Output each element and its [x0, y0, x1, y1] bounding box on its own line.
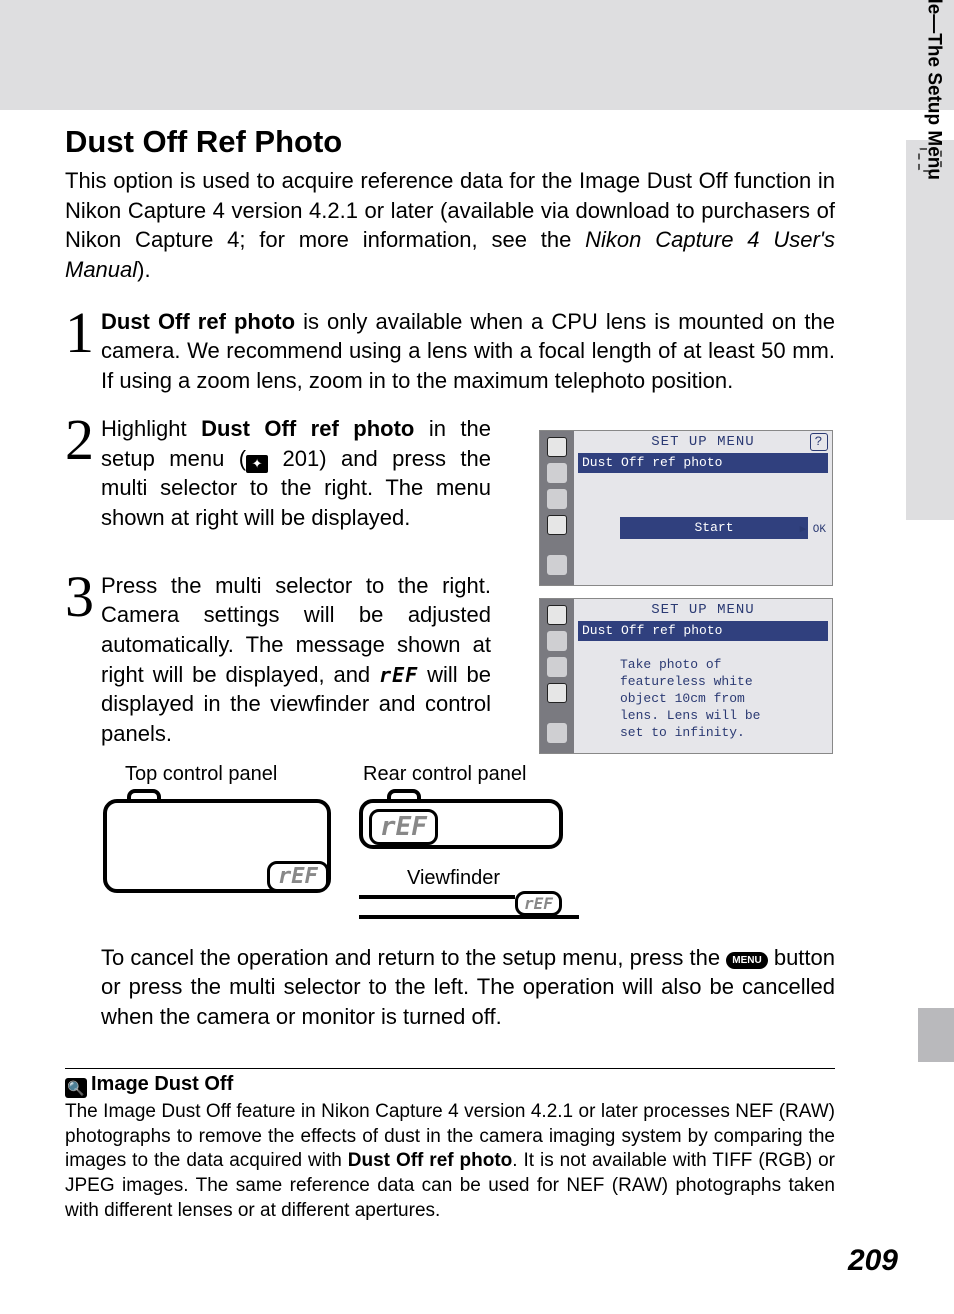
camera-icon-2 — [547, 631, 567, 651]
menu-button-icon: MENU — [726, 952, 767, 970]
start-label: Start — [694, 520, 733, 535]
camscreen2-header: SET UP MENU — [574, 599, 832, 621]
camera-screen-2: SET UP MENU Dust Off ref photo Take phot… — [539, 598, 833, 754]
pencil-icon-2 — [547, 657, 567, 677]
step-1-bold: Dust Off ref photo — [101, 309, 295, 334]
wrench-tab-icon-2 — [547, 683, 567, 703]
rear-panel-label: Rear control panel — [363, 763, 526, 786]
wrench-tab-icon — [547, 515, 567, 535]
step-1: 1 Dust Off ref photo is only available w… — [65, 307, 835, 396]
note-title-text: Image Dust Off — [91, 1073, 233, 1095]
camscreen1-header: SET UP MENU ? — [574, 431, 832, 453]
card-icon — [547, 555, 567, 575]
note-body: The Image Dust Off feature in Nikon Capt… — [65, 1100, 835, 1223]
camscreen1-title: SET UP MENU — [651, 434, 754, 450]
step-1-number: 1 — [65, 307, 101, 396]
camscreen2-title: SET UP MENU — [651, 602, 754, 618]
rear-panel-ref: rEF — [369, 809, 438, 845]
page-number: 209 — [848, 1244, 898, 1278]
camscreen1-sidebar — [540, 431, 574, 585]
header-band — [0, 0, 954, 110]
control-panels-diagram: Top control panel Rear control panel Vie… — [101, 763, 571, 923]
camscreen1-start: Start ▶ OK — [620, 517, 808, 539]
ok-indicator: ▶ OK — [800, 519, 826, 541]
cancel-paragraph: To cancel the operation and return to th… — [101, 943, 835, 1032]
pencil-icon — [547, 489, 567, 509]
step-3-number: 3 — [65, 571, 101, 749]
play-icon-2 — [547, 605, 567, 625]
intro-paragraph: This option is used to acquire reference… — [65, 166, 835, 285]
note-rule — [65, 1068, 835, 1069]
camscreen2-subtitle: Dust Off ref photo — [578, 621, 828, 641]
viewfinder-label: Viewfinder — [407, 867, 500, 890]
step-2-number: 2 — [65, 414, 101, 533]
step-2-bold: Dust Off ref photo — [201, 416, 414, 441]
camera-screen-1: SET UP MENU ? Dust Off ref photo Start ▶… — [539, 430, 833, 586]
top-panel-label: Top control panel — [125, 763, 277, 786]
note-section: 🔍Image Dust Off The Image Dust Off featu… — [65, 1068, 835, 1223]
note-title: 🔍Image Dust Off — [65, 1073, 835, 1098]
step-1-body: Dust Off ref photo is only available whe… — [101, 307, 835, 396]
help-icon: ? — [810, 433, 828, 451]
note-bold: Dust Off ref photo — [348, 1150, 513, 1171]
play-icon — [547, 437, 567, 457]
ref-glyph-inline: rEF — [379, 662, 418, 689]
step-2-pg: 201 — [268, 446, 319, 471]
viewfinder-ref: rEF — [515, 891, 562, 916]
step-2-body: Highlight Dust Off ref photo in the setu… — [101, 414, 491, 533]
camscreen2-sidebar — [540, 599, 574, 753]
side-tab-label: Menu Guide—The Setup Menu — [922, 0, 944, 180]
camscreen2-message: Take photo of featureless white object 1… — [620, 657, 822, 741]
intro-text-b: ). — [137, 257, 150, 282]
magnifier-icon: 🔍 — [65, 1078, 87, 1098]
camscreen1-subtitle: Dust Off ref photo — [578, 453, 828, 473]
step-3-body: Press the multi selector to the right. C… — [101, 571, 491, 749]
page-title: Dust Off Ref Photo — [65, 124, 835, 160]
card-icon-2 — [547, 723, 567, 743]
side-tab-bg — [906, 140, 954, 520]
step-2-a: Highlight — [101, 416, 201, 441]
top-panel-ref: rEF — [267, 861, 329, 892]
viewfinder-bar-left — [359, 895, 515, 899]
camera-icon — [547, 463, 567, 483]
page-ref-icon: ✦ — [246, 455, 268, 473]
section-marker — [918, 1008, 954, 1062]
cancel-a: To cancel the operation and return to th… — [101, 945, 726, 970]
